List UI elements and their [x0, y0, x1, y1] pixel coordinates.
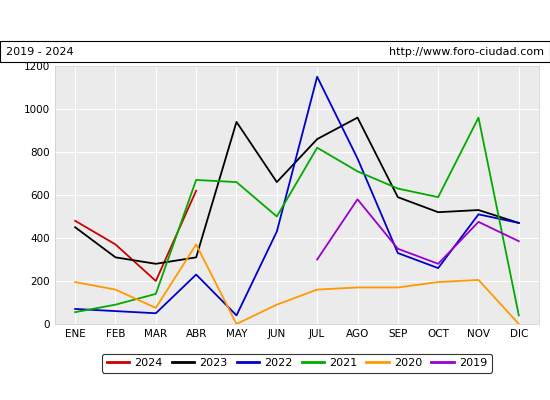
Legend: 2024, 2023, 2022, 2021, 2020, 2019: 2024, 2023, 2022, 2021, 2020, 2019 [102, 354, 492, 373]
Text: Evolucion Nº Turistas Nacionales en el municipio de El Masroig: Evolucion Nº Turistas Nacionales en el m… [67, 14, 483, 28]
Text: http://www.foro-ciudad.com: http://www.foro-ciudad.com [389, 47, 544, 57]
Text: 2019 - 2024: 2019 - 2024 [6, 47, 73, 57]
